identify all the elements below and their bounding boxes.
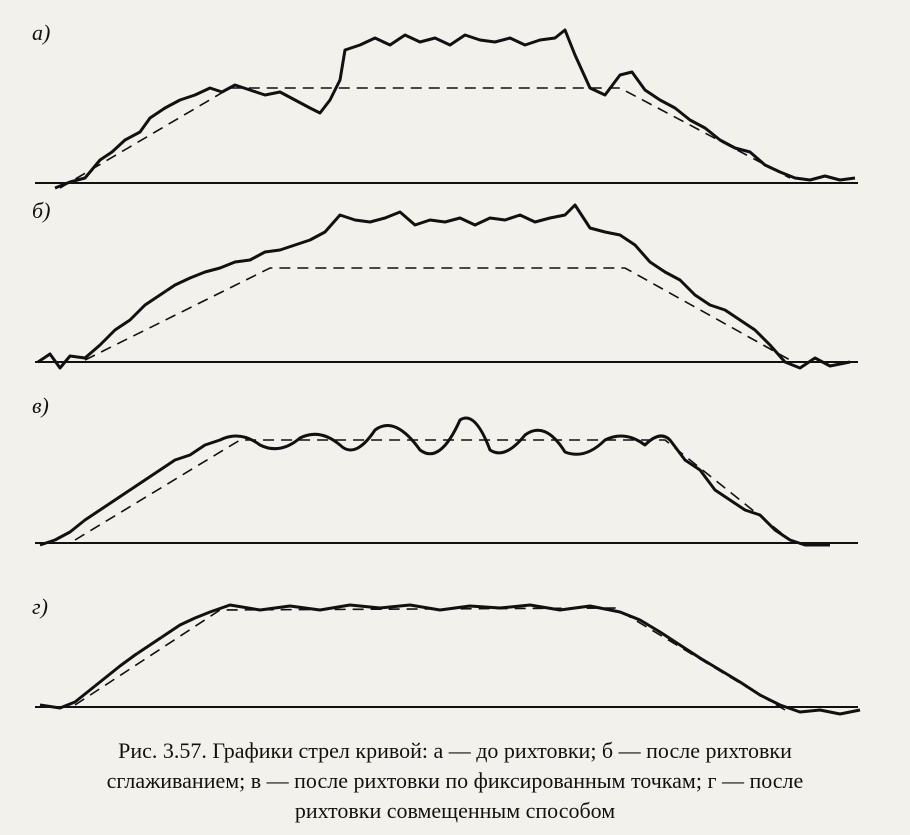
panel-a: а): [32, 20, 858, 190]
caption-line: рихтовки совмещенным способом: [295, 798, 615, 823]
panel-label: г): [32, 594, 48, 619]
panel-label: б): [32, 198, 50, 223]
caption: Рис. 3.57. Графики стрел кривой: а — до …: [107, 738, 804, 823]
target-line: [84, 267, 791, 361]
curve: [54, 28, 856, 190]
panel-label: а): [32, 20, 50, 45]
panel-c: в): [32, 393, 858, 547]
target-line: [74, 439, 791, 541]
panel-label: в): [32, 393, 49, 418]
target-line: [59, 87, 791, 189]
panel-d: г): [32, 594, 861, 716]
caption-line: сглаживанием; в — после рихтовки по фикс…: [107, 768, 804, 793]
caption-line: Рис. 3.57. Графики стрел кривой: а — до …: [118, 738, 792, 763]
curve: [37, 203, 851, 370]
curve: [39, 416, 830, 547]
curve: [39, 603, 861, 716]
panel-b: б): [32, 198, 858, 370]
